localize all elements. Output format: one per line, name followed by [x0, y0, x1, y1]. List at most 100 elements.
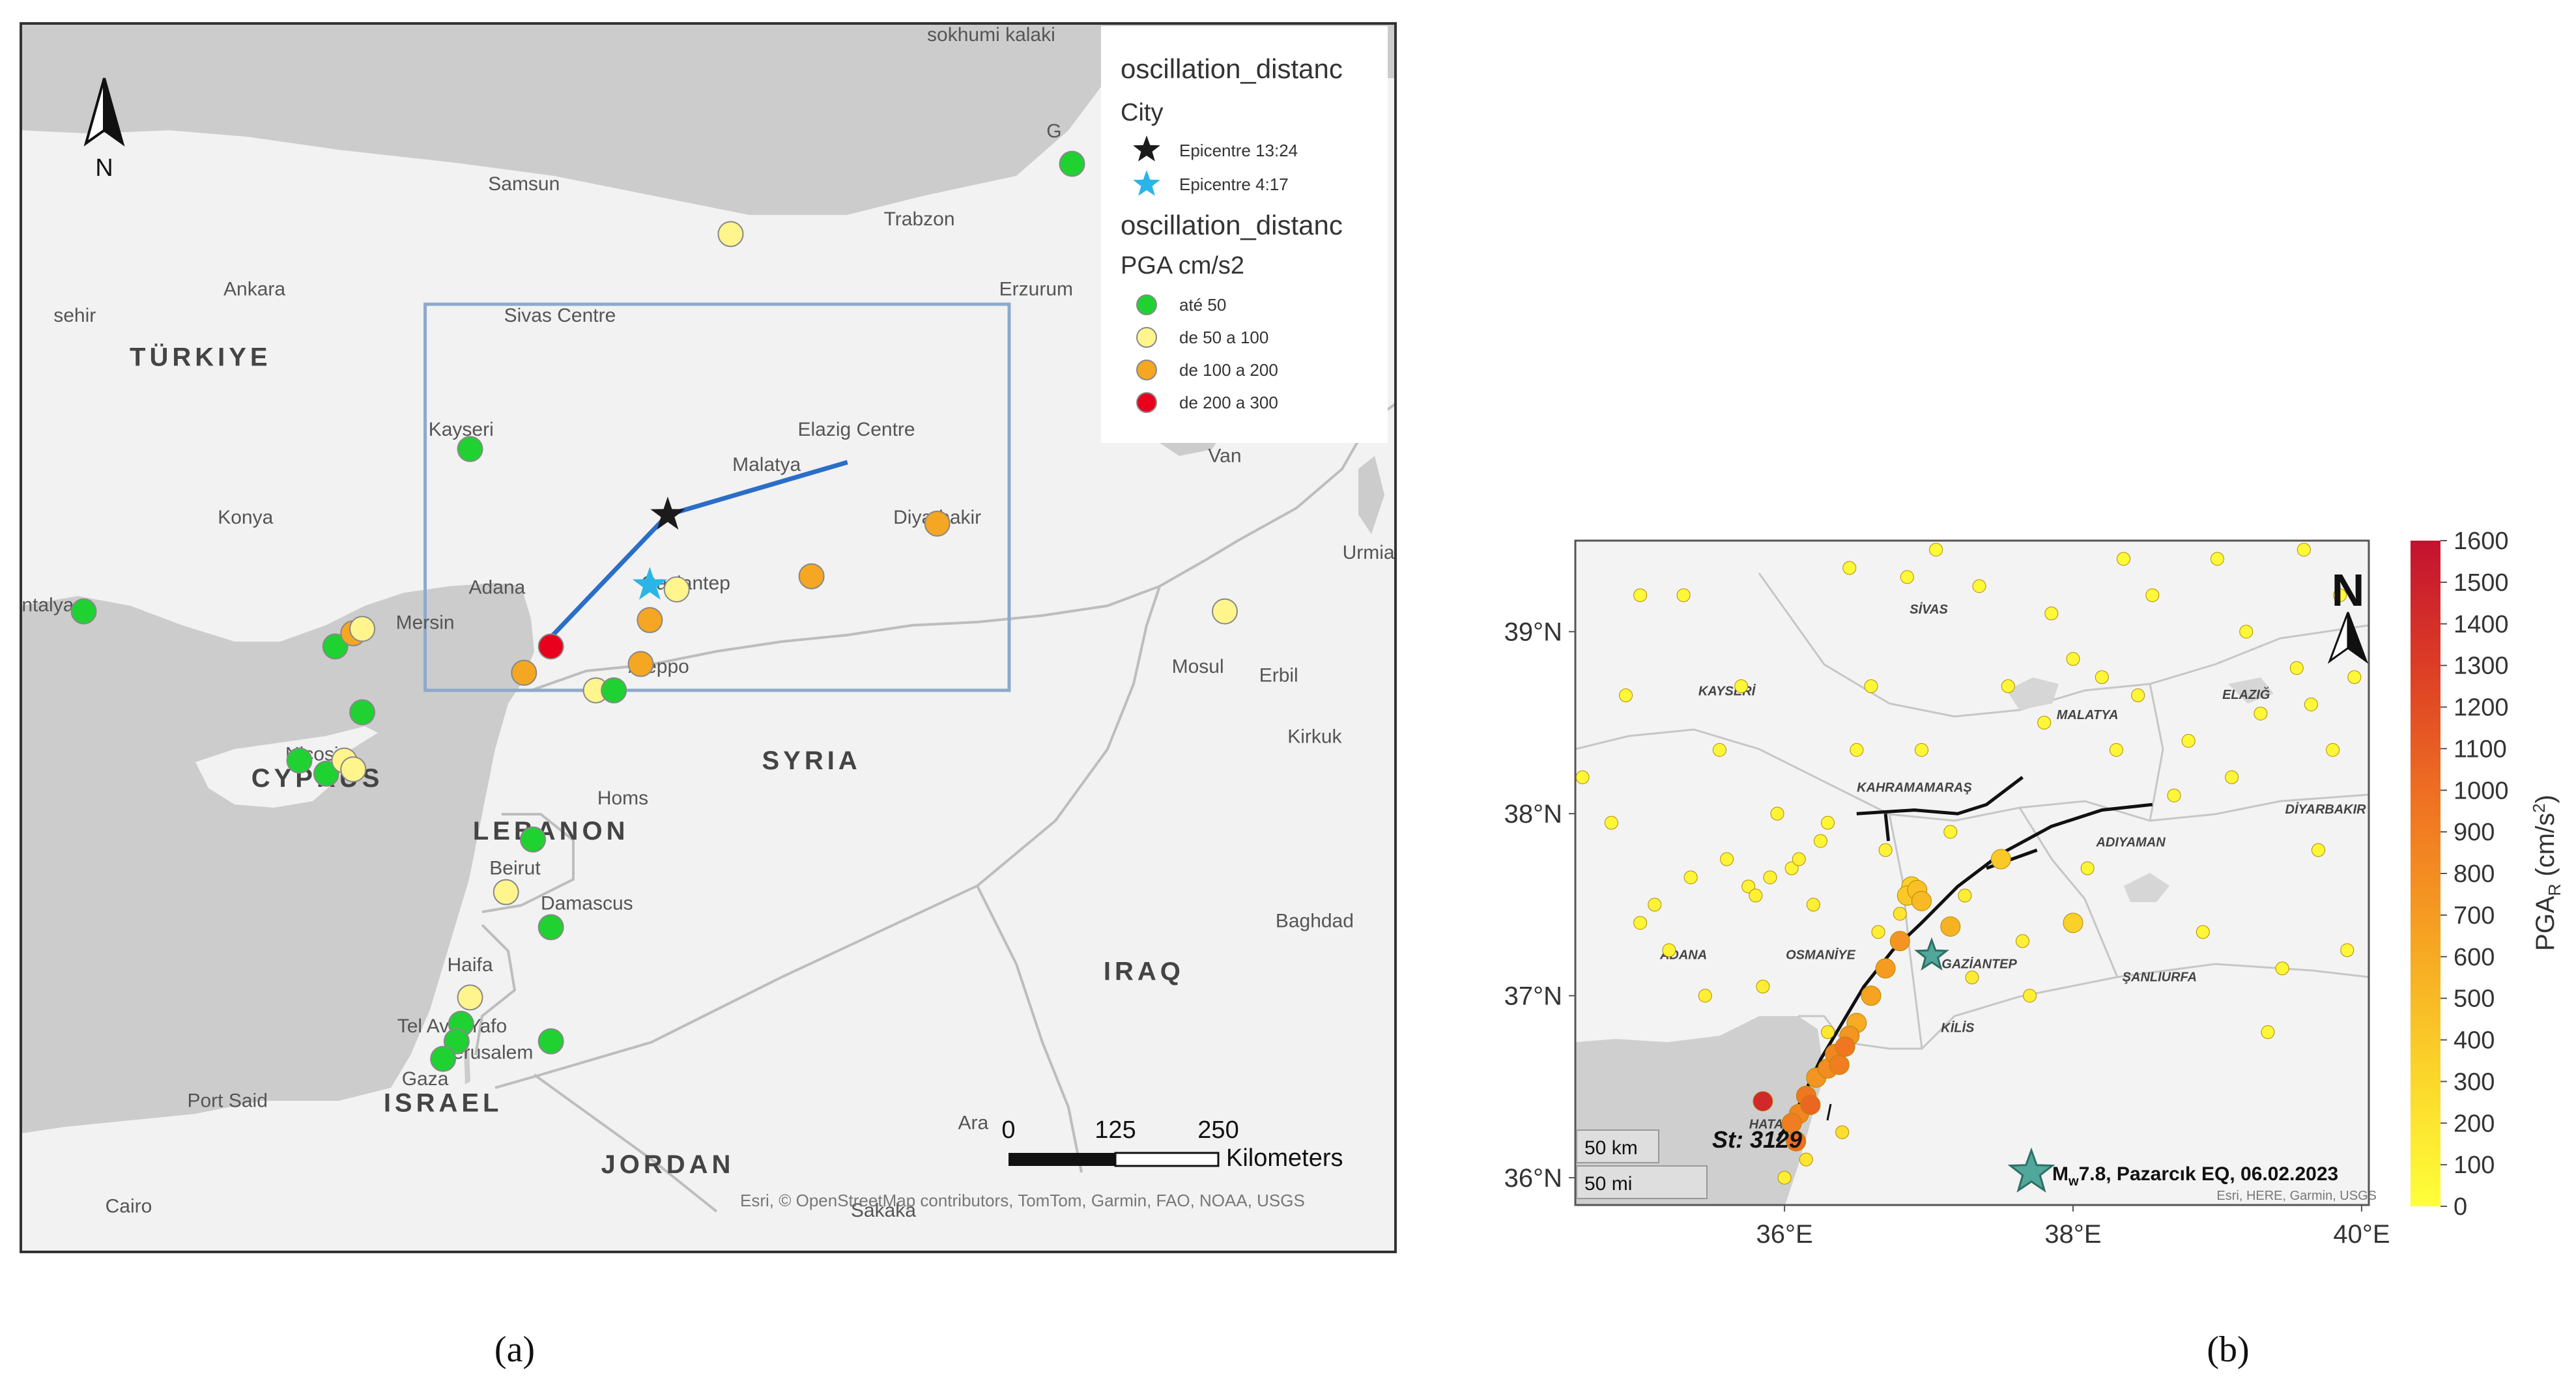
region-label-adiyaman: ADIYAMAN — [2095, 835, 2166, 849]
pga-station-point — [2037, 715, 2052, 730]
station-marker — [520, 826, 547, 853]
black-sea — [21, 23, 1395, 215]
inset-box — [423, 302, 1011, 692]
colorbar-tick-label: 1200 — [2454, 694, 2509, 722]
legend: oscillation_distanc City Epicentre 13:24… — [1101, 26, 1388, 443]
legend-title-1: oscillation_distanc — [1121, 53, 1343, 84]
city-label-sehir: sehir — [53, 305, 96, 326]
pga-station-point — [1799, 1152, 1813, 1167]
scale-mi-box — [1576, 1165, 1708, 1199]
pga-station-point — [1749, 888, 1763, 903]
panel-b-axes: 36°E 38°E 40°E 39°N 38°N 37°N 36°N — [1504, 618, 2390, 1249]
north-arrow: N — [83, 78, 125, 182]
city-label-haifa: Haifa — [448, 954, 493, 976]
scale-km-label: 50 km — [1584, 1137, 1638, 1159]
pga-station-point — [2340, 943, 2354, 957]
scale-km-box — [1576, 1129, 1659, 1163]
city-label-kayseri: Kayseri — [429, 419, 494, 440]
colorbar-tick-label: 1100 — [2454, 735, 2507, 763]
station-marker — [537, 633, 564, 660]
city-label-kirkuk: Kirkuk — [1287, 726, 1342, 748]
city-label-ankara: Ankara — [223, 279, 285, 300]
pga-station-point — [1734, 679, 1749, 694]
pga-station-point — [2080, 861, 2095, 875]
pga-station-point — [2095, 670, 2109, 685]
pga-station-point — [2297, 543, 2311, 557]
pga-station-point — [1756, 980, 1770, 994]
region-label-gazi-antep: GAZİANTEP — [1941, 957, 2017, 972]
station-marker — [511, 659, 537, 686]
city-label-mersin: Mersin — [396, 612, 455, 634]
pga-station-point — [1940, 916, 1961, 937]
fault-trace — [1856, 776, 2024, 816]
panel-b-attribution: Esri, HERE, Garmin, USGS — [2216, 1189, 2377, 1203]
city-label-mosul: Mosul — [1172, 656, 1224, 677]
pga-station-point — [1662, 943, 1676, 957]
station-marker — [322, 633, 349, 660]
region-label-osmani-ye: OSMANİYE — [1786, 948, 1855, 963]
pga-station-point — [2001, 679, 2015, 694]
scale-tick-250: 250 — [1197, 1116, 1238, 1144]
caption-a: (a) — [494, 1329, 535, 1370]
station-marker — [627, 651, 654, 677]
pga-station-point — [1792, 852, 1806, 866]
city-label-adana: Adana — [469, 577, 526, 599]
colorbar-tick-label: 900 — [2454, 819, 2495, 846]
north-arrow-right-half — [103, 78, 125, 147]
station-marker — [340, 756, 367, 783]
pga-station-point — [2181, 733, 2196, 748]
city-label-g: G — [1046, 121, 1061, 142]
y-tick-label: 39°N — [1504, 618, 1562, 647]
pga-station-point — [1683, 870, 1698, 885]
y-tick-label: 37°N — [1504, 982, 1562, 1011]
colorbar-tick-label: 1300 — [2454, 653, 2509, 680]
pga-station-point — [2210, 552, 2224, 566]
scale-segment-white — [1114, 1152, 1220, 1167]
pga-station-point — [2225, 770, 2239, 784]
pga-station-point — [1575, 770, 1590, 784]
pga-station-point — [2063, 913, 2083, 933]
legend-epicentre-1: Epicentre 13:24 — [1179, 141, 1298, 160]
station-marker — [924, 510, 951, 537]
station-marker — [493, 879, 519, 905]
colorbar-tick-label: 200 — [2454, 1110, 2495, 1137]
pga-station-point — [1813, 834, 1827, 848]
city-label-urmia: Urmia — [1343, 542, 1395, 563]
pga-station-point — [1871, 925, 1885, 939]
station-marker — [601, 677, 627, 703]
city-label-port-said: Port Said — [187, 1090, 267, 1112]
city-label-erbil: Erbil — [1259, 664, 1298, 686]
station-label-leader — [1826, 1103, 1832, 1121]
mediterranean-sea — [21, 583, 534, 1252]
station-marker — [663, 576, 690, 603]
pga-station-point — [1753, 1091, 1773, 1112]
city-label-trabzon: Trabzon — [884, 208, 955, 230]
lake-urmia — [1358, 456, 1384, 534]
station-label: St: 3129 — [1712, 1126, 1802, 1153]
legend-city-heading: City — [1121, 99, 1163, 126]
station-marker — [457, 436, 483, 462]
pga-station-point — [1777, 1170, 1792, 1185]
pga-station-point — [1676, 588, 1691, 603]
pga-station-point — [1943, 825, 1958, 839]
pga-station-point — [2044, 606, 2059, 621]
region-label-si-vas: SİVAS — [1910, 602, 1948, 617]
station-marker — [349, 616, 376, 642]
pga-station-point — [2196, 925, 2210, 939]
station-marker — [286, 747, 313, 774]
station-marker — [70, 598, 97, 625]
city-label-baghdad: Baghdad — [1276, 911, 1354, 932]
city-label-erzurum: Erzurum — [999, 279, 1073, 300]
panel-b-north-arrow: N — [2327, 565, 2369, 664]
colorbar-tick-label: 500 — [2454, 986, 2495, 1013]
colorbar-tick-label: 100 — [2454, 1152, 2495, 1179]
colorbar — [2411, 541, 2440, 1206]
pga-station-point — [1806, 898, 1820, 912]
panel-b-north-arrow-right — [2347, 612, 2369, 664]
pga-station-point — [2145, 588, 2160, 603]
city-label-malatya: Malatya — [732, 454, 801, 475]
legend-class-0: até 50 — [1179, 295, 1226, 315]
pga-station-point — [2304, 698, 2318, 712]
legend-swatch-class-3 — [1136, 392, 1157, 413]
